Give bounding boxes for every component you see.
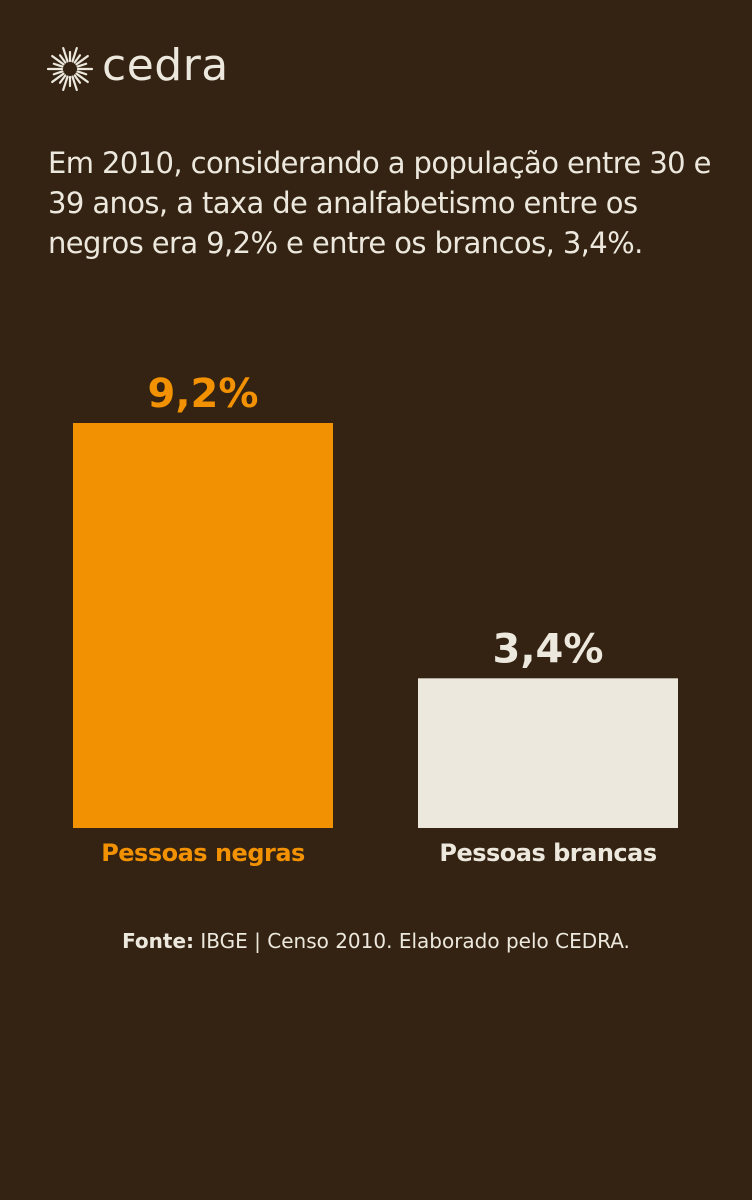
brand-logo: cedra (46, 40, 229, 94)
sunburst-icon (46, 46, 94, 92)
sunburst-ray (76, 70, 88, 76)
bar-pessoas-negras (73, 423, 333, 828)
category-label: Pessoas negras (101, 839, 305, 867)
headline: Em 2010, considerando a população entre … (48, 146, 711, 260)
sunburst-ray (73, 54, 82, 64)
source-text: IBGE | Censo 2010. Elaborado pelo CEDRA. (200, 929, 630, 953)
source-label: Fonte: (122, 929, 195, 953)
sunburst-ray (58, 54, 67, 64)
sunburst-ray (76, 62, 88, 68)
sunburst-ray (62, 46, 69, 63)
source-note: Fonte: IBGE | Censo 2010. Elaborado pelo… (0, 926, 752, 956)
sunburst-ray (75, 72, 89, 84)
sunburst-ray (51, 54, 65, 66)
sunburst-ray (62, 75, 69, 92)
sunburst-ray (71, 75, 78, 92)
value-label: 3,4% (493, 626, 604, 672)
sunburst-ray (52, 62, 64, 68)
sunburst-ray (73, 74, 82, 84)
brand-name: cedra (102, 40, 229, 91)
sunburst-ray (58, 74, 67, 84)
value-label: 9,2% (148, 371, 259, 417)
bar-pessoas-brancas (418, 678, 678, 828)
sunburst-ray (52, 70, 64, 76)
sunburst-ray (51, 72, 65, 84)
sunburst-ray (71, 46, 78, 63)
sunburst-ray (75, 54, 89, 66)
category-label: Pessoas brancas (439, 839, 656, 867)
